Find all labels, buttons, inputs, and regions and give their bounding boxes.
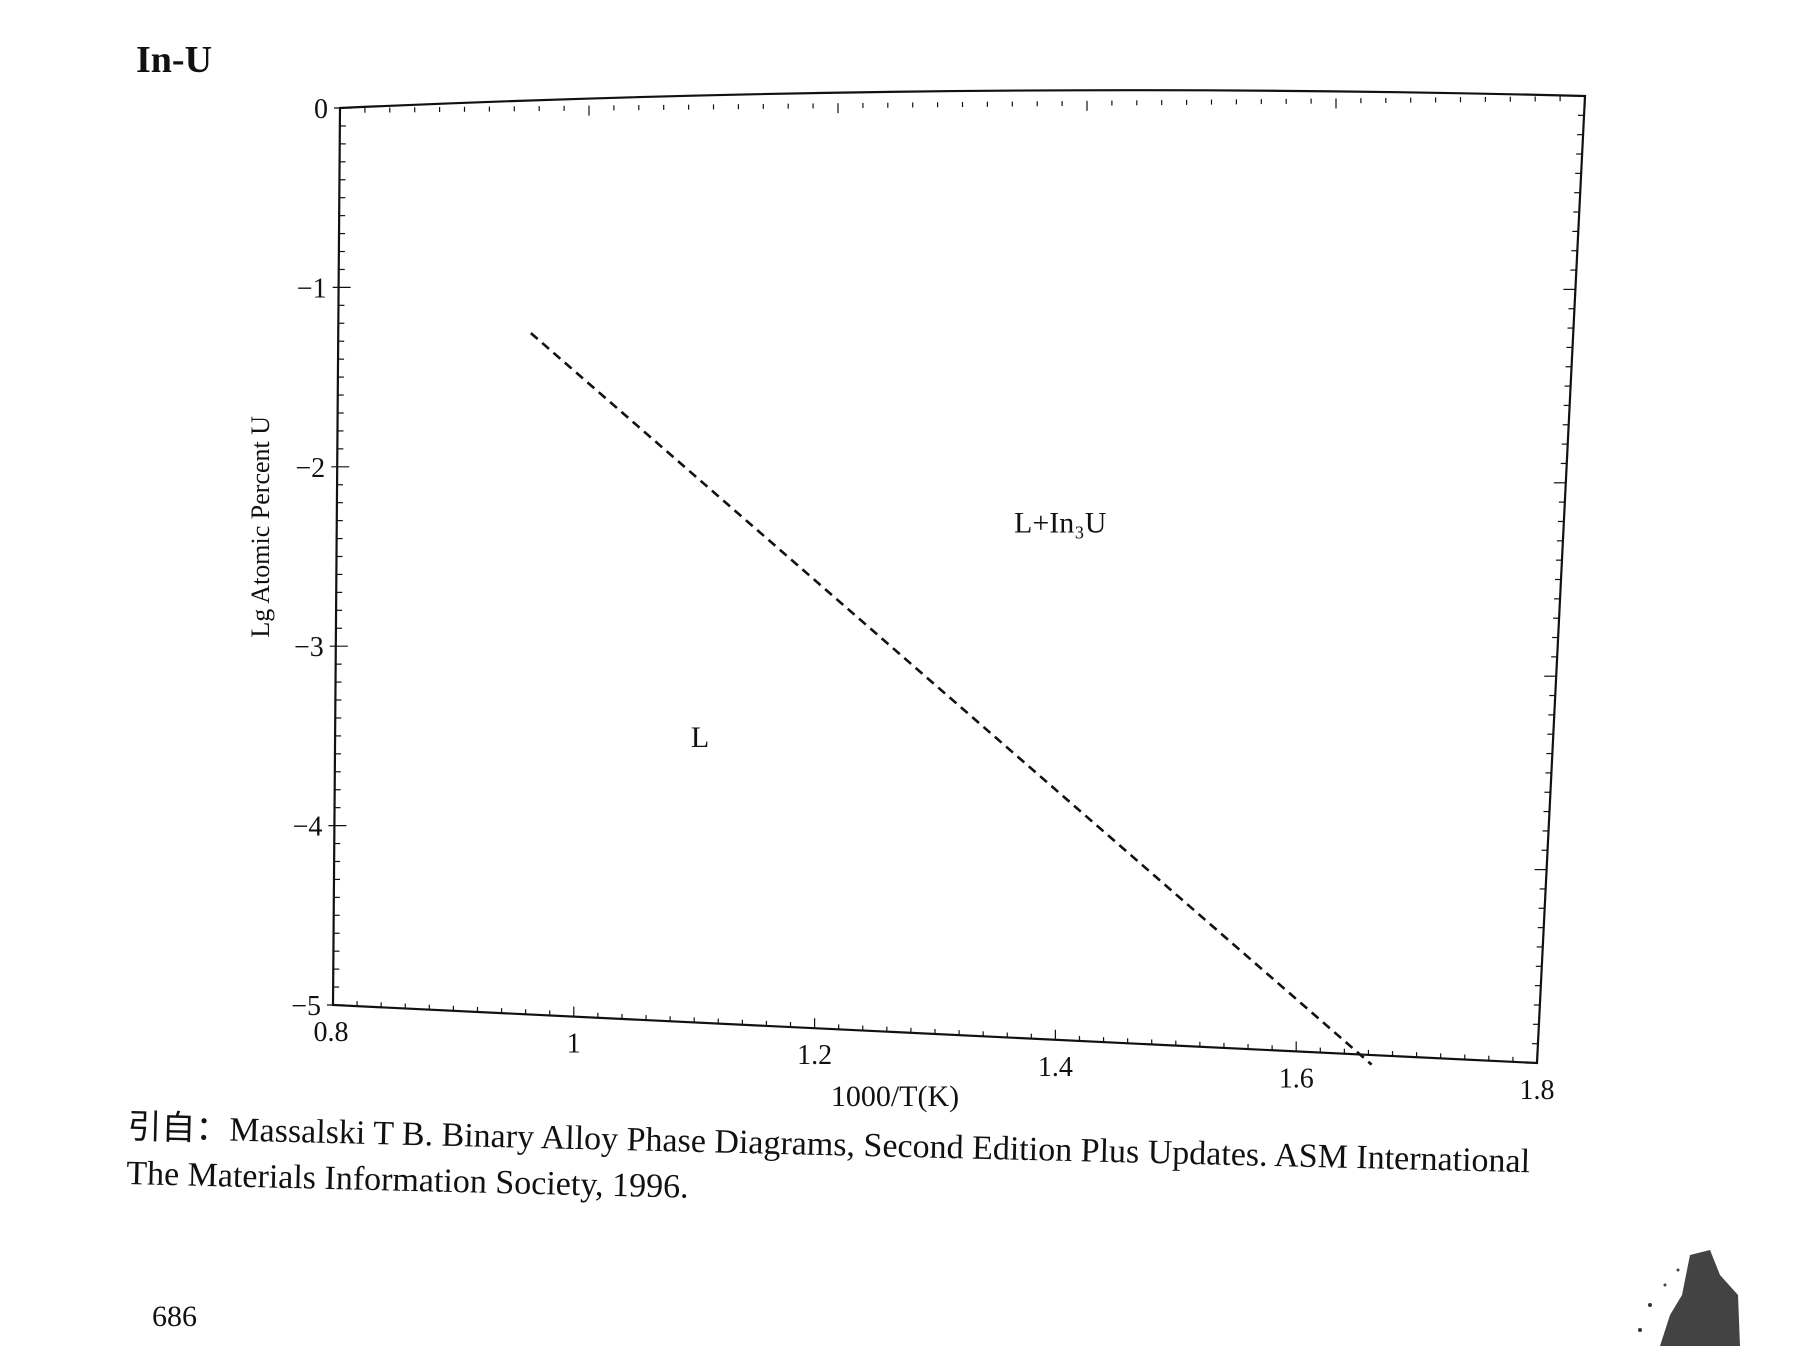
x-tick-label: 1.4 [1038,1052,1073,1083]
page-title: In-U [136,39,213,81]
x-tick-label: 0.8 [314,1017,349,1048]
axis-labels: 0.8 1 1.2 1.4 1.6 1.8 0 −1 −2 −3 −4 −5 1000/T(K) Lg A… [246,94,1554,1113]
scan-smudge-decoration [1638,1250,1740,1346]
x-axis-label: 1000/T(K) [831,1080,959,1113]
x-tick-label: 1.2 [797,1040,832,1071]
y-tick-label: −4 [293,812,323,843]
data-series [530,332,1373,1066]
y-tick-label: −1 [297,273,327,304]
axis-ticks [327,95,1586,1064]
plot-border [331,89,1587,1065]
y-axis-label: Lg Atomic Percent U [246,416,275,638]
page-number: 686 [152,1300,197,1333]
y-tick-label: −2 [295,453,325,484]
y-tick-label: −3 [294,632,324,663]
x-tick-label: 1.6 [1279,1063,1314,1094]
y-tick-label: −5 [291,991,321,1022]
x-tick-label: 1.8 [1520,1075,1555,1106]
plot-frame [331,89,1587,1065]
series-line-dashed [530,332,1373,1066]
region-label: L [691,721,709,754]
x-tick-label: 1 [567,1029,581,1060]
region-label: L+In₃U [1014,507,1107,540]
y-tick-label: 0 [314,94,328,125]
